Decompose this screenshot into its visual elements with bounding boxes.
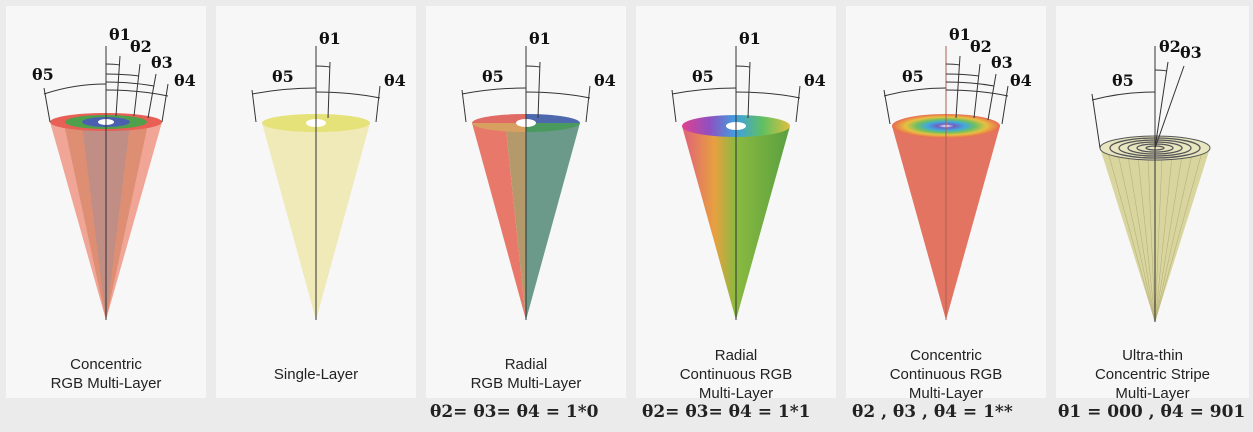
theta1-label: θ1 [529, 29, 551, 48]
orange-top [472, 123, 526, 132]
theta5-label: θ5 [482, 67, 504, 86]
caption-4: Radial Continuous RGB Multi-Layer [679, 346, 793, 402]
theta3-label: θ3 [151, 53, 173, 72]
panel-radial-continuous: θ1 θ4 θ5 Radial Continuous RGB Multi-Layer [636, 6, 836, 402]
formula-2: θ2= θ3= θ4 = 1*1 [642, 402, 811, 422]
teal-sector [526, 123, 580, 320]
yellow-sector [506, 129, 526, 320]
panel-radial-rgb: θ1 θ4 θ5 Radial RGB Multi-Layer [426, 6, 626, 398]
cone-diagram-5: θ1 θ2 θ3 θ4 θ5 [883, 25, 1032, 320]
theta5-label: θ5 [272, 67, 294, 86]
theta4-label: θ4 [594, 71, 616, 90]
theta3-label: θ3 [1180, 43, 1202, 62]
green-top [526, 123, 580, 132]
theta1-label: θ1 [109, 25, 131, 44]
theta1-label: θ1 [319, 29, 341, 48]
theta1-label: θ1 [949, 25, 971, 44]
theta1-label: θ1 [739, 29, 761, 48]
theta2-label: θ2 [1159, 37, 1181, 56]
theta4-label: θ4 [174, 71, 196, 90]
caption-5: Concentric Continuous RGB Multi-Layer [889, 346, 1003, 402]
cone-diagram-4: θ1 θ4 θ5 [671, 29, 826, 320]
cone-diagram-2: θ1 θ4 θ5 [251, 29, 406, 320]
theta5-label: θ5 [902, 67, 924, 86]
caption-2: Single-Layer [273, 365, 359, 383]
red-top [472, 114, 526, 123]
theta4-label: θ4 [384, 71, 406, 90]
panel-concentric-rgb: θ1 θ2 θ3 θ4 θ5 Concentric RGB Multi-Layer [6, 6, 206, 398]
theta4-label: θ4 [804, 71, 826, 90]
cone-diagram-3: θ1 θ4 θ5 [461, 29, 616, 320]
theta5-label: θ5 [1112, 71, 1134, 90]
formula-4: θ1 = 000 , θ4 = 901 [1058, 402, 1246, 422]
cone-diagram-6: θ2 θ3 θ5 [1091, 37, 1211, 323]
caption-3: Radial RGB Multi-Layer [470, 356, 582, 392]
panel-ultrathin-stripe: θ2 θ3 θ5 Ultra-thin Concentric Stripe Mult… [1056, 6, 1249, 402]
panel-concentric-continuous: θ1 θ2 θ3 θ4 θ5 Concentric Continuous RGB M… [846, 6, 1046, 402]
theta5-label: θ5 [692, 67, 714, 86]
theta5-label: θ5 [32, 65, 54, 84]
red-sector [472, 123, 526, 320]
theta2-label: θ2 [970, 37, 992, 56]
panel-single-layer: θ1 θ4 θ5 Single-Layer [216, 6, 416, 398]
caption-1: Concentric RGB Multi-Layer [50, 356, 162, 392]
formula-3: θ2 , θ3 , θ4 = 1** [852, 402, 1013, 422]
blue-top [526, 114, 580, 123]
theta4-label: θ4 [1010, 71, 1032, 90]
caption-6: Ultra-thin Concentric Stripe Multi-Layer [1094, 346, 1211, 402]
cone-diagram-1: θ1 θ2 θ3 θ4 θ5 [32, 25, 196, 320]
theta2-label: θ2 [130, 37, 152, 56]
theta3-label: θ3 [991, 53, 1013, 72]
formula-1: θ2= θ3= θ4 = 1*0 [430, 402, 599, 422]
